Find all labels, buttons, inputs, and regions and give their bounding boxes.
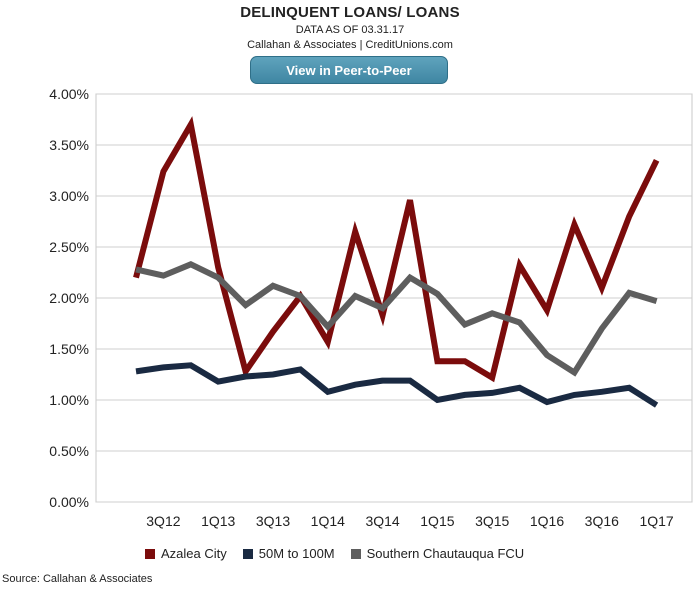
y-tick-label: 2.50% [49, 239, 89, 255]
y-tick-label: 4.00% [49, 86, 89, 102]
x-tick-label: 3Q12 [146, 513, 180, 529]
y-tick-label: 0.50% [49, 443, 89, 459]
legend-label: Azalea City [161, 546, 227, 561]
y-tick-label: 3.00% [49, 188, 89, 204]
chart-legend: Azalea City 50M to 100M Southern Chautauqu… [145, 546, 540, 561]
x-tick-label: 3Q15 [475, 513, 509, 529]
legend-label: Southern Chautauqua FCU [366, 546, 525, 561]
legend-item: Southern Chautauqua FCU [350, 546, 525, 561]
y-tick-label: 1.00% [49, 392, 89, 408]
series-line [133, 116, 660, 383]
legend-swatch [242, 548, 253, 559]
chart-attribution: Callahan & Associates | CreditUnions.com [247, 39, 453, 51]
chart-title: DELINQUENT LOANS/ LOANS [240, 4, 460, 21]
y-tick-label: 3.50% [49, 137, 89, 153]
y-tick-label: 1.50% [49, 341, 89, 357]
legend-swatch [145, 548, 155, 559]
chart-subtitle: DATA AS OF 03.31.17 [295, 24, 405, 36]
legend-swatch [350, 548, 361, 559]
line-chart: 0.00% 0.50% 1.00% 1.50% 2.00% 2.50% 3.00% 3.50%… [49, 86, 693, 529]
x-tick-label: 1Q17 [639, 513, 673, 529]
y-tick-label: 2.00% [49, 290, 89, 306]
x-tick-label: 3Q14 [365, 513, 399, 529]
y-tick-label: 0.00% [49, 494, 89, 510]
x-tick-label: 1Q14 [311, 513, 345, 529]
x-tick-label: 1Q13 [201, 513, 235, 529]
legend-label: 50M to 100M [258, 546, 335, 561]
series-line [135, 362, 659, 408]
x-tick-label: 1Q15 [420, 513, 454, 529]
legend-item: Azalea City [145, 546, 227, 561]
x-tick-label: 1Q16 [530, 513, 564, 529]
source-note: Source: Callahan & Associates [2, 573, 153, 585]
series-line [135, 261, 658, 377]
view-peer-to-peer-button[interactable]: View in Peer-to-Peer [250, 56, 448, 84]
x-tick-label: 3Q13 [256, 513, 290, 529]
legend-item: 50M to 100M [242, 546, 335, 561]
x-tick-label: 3Q16 [585, 513, 619, 529]
